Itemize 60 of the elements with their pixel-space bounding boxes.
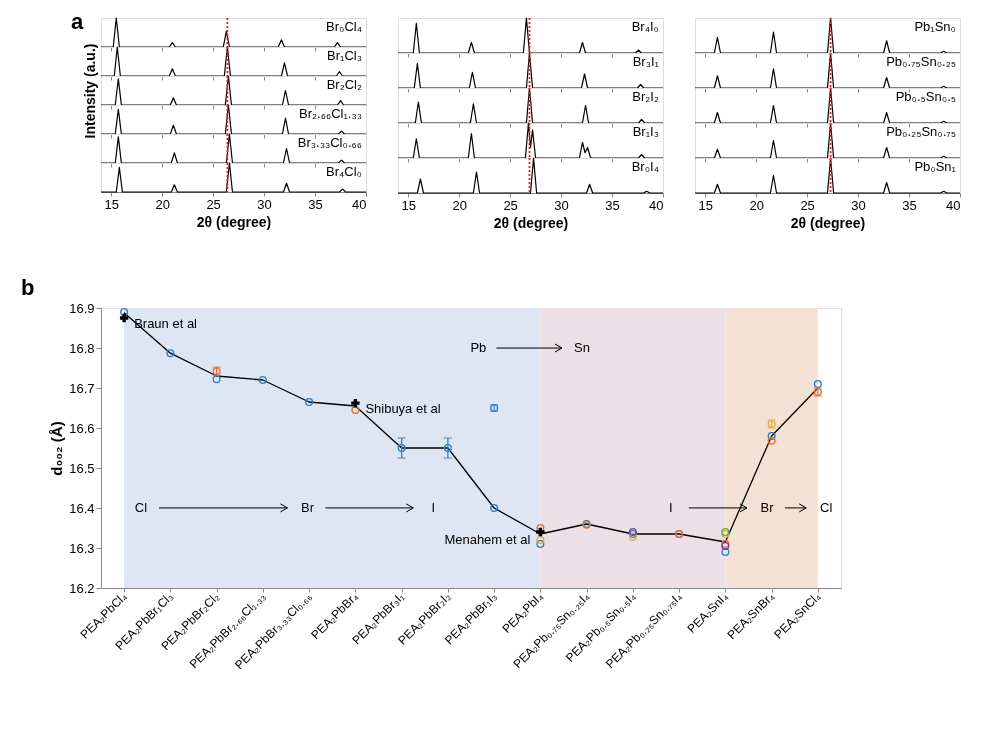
annotation: Shibuya et al (365, 401, 441, 417)
x-tick-label: 15 (401, 197, 416, 213)
annotation: I (668, 499, 673, 515)
series-label: Br₀Cl₄ (326, 19, 362, 34)
x-axis-title: 2θ (degree) (493, 214, 569, 231)
y-tick-label: 16.8 (69, 340, 95, 356)
y-tick-label: 16.6 (69, 420, 95, 436)
annotation: Br (300, 499, 315, 515)
annotation: Braun et al (134, 316, 198, 331)
text: b (21, 275, 35, 300)
x-tick-label: 30 (554, 197, 569, 213)
x-tick-label: 15 (104, 196, 119, 212)
y-tick-label: 16.7 (69, 380, 95, 396)
series-label: Pb₀Sn₁ (914, 159, 957, 174)
series-label: Br₂I₂ (632, 89, 659, 104)
y-tick-label: 16.9 (69, 300, 95, 316)
series-label: Br₁Cl₃ (327, 48, 362, 63)
x-tick-label: 35 (308, 196, 323, 212)
x-tick-label: 25 (800, 197, 815, 213)
x-axis-title: 2θ (degree) (790, 214, 866, 231)
series-label: Br₀I₄ (631, 159, 659, 174)
y-tick-label: 16.4 (69, 500, 95, 516)
x-tick-label: 25 (503, 197, 518, 213)
y-axis-title: Intensity (a.u.) (81, 43, 98, 139)
series-label: Pb₀.₅Sn₀.₅ (895, 89, 956, 104)
y-tick-label: 16.2 (69, 580, 95, 596)
series-label: Br₂Cl₂ (326, 77, 362, 92)
series-label: Pb₀.₂₅Sn₀.₇₅ (886, 124, 956, 139)
series-label: Br₄Cl₀ (326, 164, 362, 179)
x-tick-label: 40 (352, 196, 367, 212)
y-axis-title: d₀₀₂ (Å) (48, 421, 66, 476)
x-tick-label: 35 (605, 197, 620, 213)
series-label: Br₄I₀ (631, 19, 659, 34)
x-tick-label: 40 (649, 197, 664, 213)
y-tick-label: 16.3 (69, 540, 95, 556)
series-label: Br₃.₃₃Cl₀.₆₆ (297, 135, 362, 150)
annotation: Cl (134, 499, 148, 515)
annotation: Cl (820, 499, 833, 515)
text: a (71, 9, 84, 34)
annotation: Sn (574, 340, 590, 356)
annotation: Pb (470, 340, 487, 356)
series-label: Br₂.₆₆Cl₁.₃₃ (298, 106, 362, 121)
series-label: Pb₀.₇₅Sn₀.₂₅ (886, 54, 956, 69)
annotation: Menahem et al (444, 532, 531, 547)
x-tick-label: 20 (155, 196, 170, 212)
x-tick-label: 25 (206, 196, 221, 212)
x-tick-label: 20 (452, 197, 467, 213)
annotation: Br (760, 499, 775, 515)
x-tick-label: 20 (749, 197, 764, 213)
x-tick-label: 40 (946, 197, 961, 213)
x-tick-label: 30 (851, 197, 866, 213)
annotation: I (431, 499, 436, 515)
x-tick-label: 15 (698, 197, 713, 213)
series-label: Pb₁Sn₀ (914, 19, 956, 34)
x-axis-title: 2θ (degree) (196, 213, 272, 230)
series-label: Br₁I₃ (632, 124, 659, 139)
x-tick-label: 35 (902, 197, 917, 213)
series-label: Br₃I₁ (632, 54, 660, 69)
y-tick-label: 16.5 (69, 460, 95, 476)
x-tick-label: 30 (257, 196, 272, 212)
